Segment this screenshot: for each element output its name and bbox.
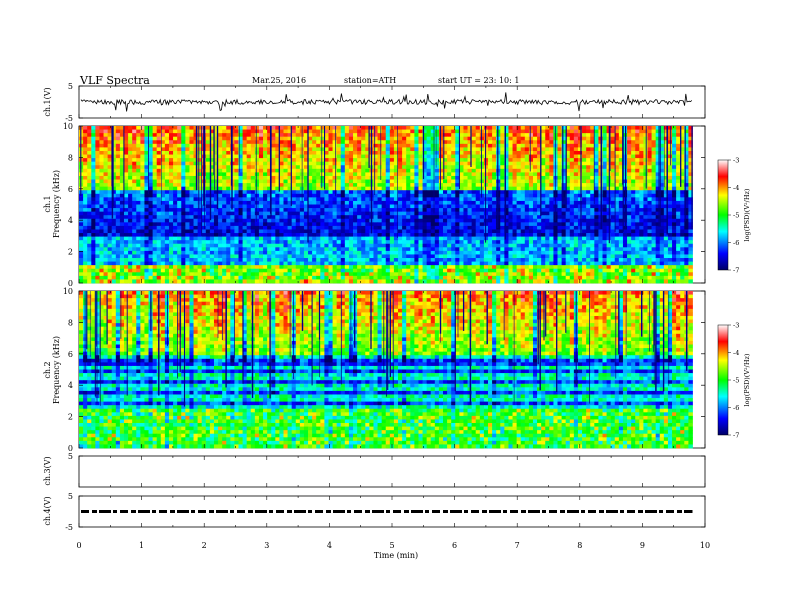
y-tick-label: 4 [68,216,73,225]
x-tick-label: 7 [515,541,520,550]
y-tick-label: 0 [68,444,73,453]
y-tick-label: 2 [68,413,73,422]
colorbar-tick-label: -3 [733,322,739,330]
ch1-waveform-ylabel: ch.1(V) [43,87,52,116]
y-tick-label: -5 [65,114,73,123]
y-tick-label: 5 [68,82,73,91]
colorbar-tick-label: -6 [733,404,739,412]
ch1-spectrogram-cells [79,126,693,284]
colorbar-tick-label: -7 [733,267,739,275]
colorbar-tick-label: -4 [733,349,739,357]
ch1-waveform-line [80,92,693,112]
ch1-colorbar [717,159,729,271]
x-tick-label: 5 [389,541,394,550]
y-tick-label: 6 [68,185,73,194]
x-tick-label: 3 [264,541,269,550]
colorbar-tick-label: -4 [733,184,739,192]
figure-title: VLF Spectra [79,74,150,87]
ch1-frequency-ylabel: Frequency (kHz) [52,170,61,238]
x-tick-label: 2 [202,541,207,550]
colorbar-tick-label: -5 [733,377,739,385]
x-tick-label: 9 [640,541,645,550]
x-axis-label: Time (min) [374,551,418,560]
y-tick-label: 2 [68,248,73,257]
date-label: Mar.25, 2016 [252,76,306,85]
x-tick-label: 8 [577,541,582,550]
ch2-colorbar-label: log(PSD)(V²/Hz) [743,353,751,406]
y-tick-label: 8 [68,318,73,327]
y-tick-label: 10 [63,122,73,131]
colorbar-tick-label: -5 [733,212,739,220]
y-tick-label: 4 [68,381,73,390]
y-tick-label: -5 [65,523,73,532]
ch4-waveform-ylabel: ch.4(V) [43,496,52,525]
y-tick-label: 6 [68,350,73,359]
ch1-colorbar-label: log(PSD)(V²/Hz) [743,188,751,241]
x-tick-label: 4 [327,541,332,550]
y-tick-label: 5 [68,452,73,461]
start-time-label: start UT = 23: 10: 1 [438,76,519,85]
y-tick-label: 0 [68,279,73,288]
ch3-waveform-ylabel: ch.3(V) [43,456,52,485]
ch1-channel-label: ch.1 [43,195,52,212]
ch3-waveform-panel [78,455,706,488]
x-tick-label: 6 [452,541,457,550]
y-tick-label: 5 [68,492,73,501]
x-tick-label: 1 [139,541,144,550]
ch2-frequency-ylabel: Frequency (kHz) [52,336,61,404]
x-tick-label: 0 [76,541,81,550]
station-label: station=ATH [344,76,396,85]
colorbar-tick-label: -3 [733,157,739,165]
ch2-channel-label: ch.2 [43,361,52,378]
colorbar-tick-label: -6 [733,239,739,247]
x-tick-label: 10 [700,541,710,550]
y-tick-label: 8 [68,153,73,162]
ch2-spectrogram-cells [79,291,693,449]
y-tick-label: 10 [63,287,73,296]
ch2-colorbar [717,324,729,436]
colorbar-tick-label: -7 [733,432,739,440]
